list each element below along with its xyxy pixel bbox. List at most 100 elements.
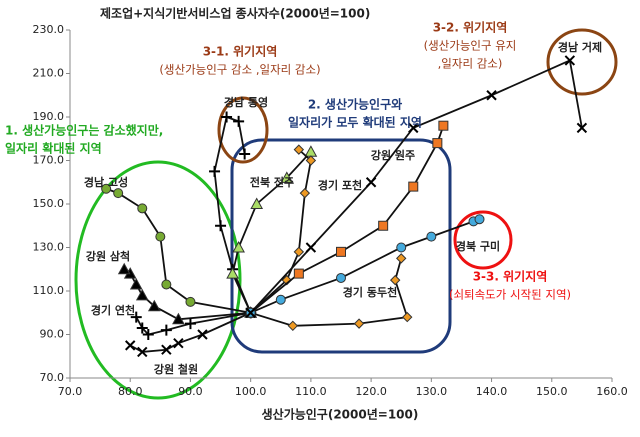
trajectory-line [135, 311, 251, 336]
x-tick-label: 150.0 [536, 385, 568, 398]
marker [408, 181, 419, 192]
x-tick-label: 100.0 [235, 385, 267, 398]
marker [161, 279, 172, 290]
marker [275, 294, 286, 305]
x-tick-label: 140.0 [476, 385, 508, 398]
annotation: 일자리 확대된 지역 [5, 141, 102, 156]
region-label: 경북 구미 [456, 239, 500, 253]
marker [408, 122, 419, 134]
annotation: 일자리가 모두 확대된 지역 [288, 115, 422, 130]
x-axis-label: 생산가능인구(2000년=100) [262, 407, 419, 422]
marker [129, 277, 143, 290]
x-tick-label: 80.0 [118, 385, 143, 398]
marker [305, 242, 317, 253]
marker [232, 240, 245, 253]
y-tick-label: 110.0 [33, 284, 65, 297]
marker [576, 122, 588, 134]
marker [389, 274, 401, 286]
annotation: 3-1. 위기지역 [203, 44, 278, 59]
y-tick-label: 190.0 [33, 110, 65, 123]
marker [136, 322, 148, 334]
annotation: 3-2. 위기지역 [433, 20, 508, 35]
group-box [230, 138, 452, 354]
annotation: 1. 생산가능인구는 감소했지만, [5, 123, 163, 138]
marker [239, 148, 251, 160]
marker [396, 253, 407, 264]
annotation: 3-3. 위기지역 [473, 269, 548, 284]
y-tick-label: 150.0 [33, 197, 65, 210]
marker [293, 144, 305, 155]
marker [184, 318, 196, 330]
marker [293, 246, 305, 258]
marker [161, 344, 172, 355]
annotation: (생산가능인구 유지 [424, 39, 517, 53]
chart-title: 제조업+지식기반서비스업 종사자수(2000년=100) [100, 6, 370, 21]
marker [336, 272, 346, 283]
marker [432, 138, 443, 149]
region-label: 경남 통영 [224, 95, 268, 109]
marker [135, 288, 149, 301]
x-tick-label: 110.0 [295, 385, 327, 398]
marker [221, 111, 233, 123]
marker [299, 187, 311, 199]
region-label: 강원 삼척 [86, 249, 130, 263]
y-tick-label: 230.0 [33, 23, 65, 36]
x-tick-label: 120.0 [355, 385, 387, 398]
marker [137, 346, 148, 358]
x-tick-label: 130.0 [416, 385, 448, 398]
marker [365, 177, 377, 188]
marker [185, 296, 196, 307]
annotation: (생산가능인구 감소 ,일자리 감소) [159, 63, 320, 77]
marker [233, 115, 245, 127]
marker [173, 337, 184, 349]
marker [215, 220, 227, 232]
region-label: 전북 전주 [250, 175, 294, 189]
marker [137, 203, 148, 214]
y-tick-label: 90.0 [40, 328, 65, 341]
annotation: 2. 생산가능인구와 [308, 97, 402, 112]
marker [304, 145, 318, 157]
region-label: 경남 고성 [84, 175, 128, 189]
region-label: 경기 동두천 [343, 285, 397, 299]
marker [142, 329, 154, 340]
y-tick-label: 210.0 [33, 67, 65, 80]
marker [336, 246, 346, 257]
marker [147, 299, 161, 312]
region-label: 경남 거제 [558, 40, 602, 54]
y-tick-label: 130.0 [33, 241, 65, 254]
marker [160, 324, 172, 336]
trajectory-line [231, 151, 312, 314]
x-tick-label: 70.0 [58, 385, 83, 398]
marker [486, 90, 497, 101]
marker [226, 267, 239, 279]
region-label: 경기 포천 [318, 178, 362, 192]
marker [101, 183, 112, 194]
x-tick-label: 90.0 [178, 385, 203, 398]
marker [155, 231, 166, 242]
marker [396, 242, 407, 253]
marker [426, 231, 437, 242]
marker [280, 171, 294, 183]
marker [438, 120, 449, 131]
marker [172, 312, 185, 325]
marker [305, 155, 317, 166]
marker [130, 311, 142, 323]
region-label: 강원 철원 [154, 362, 198, 376]
marker [245, 307, 256, 318]
marker [402, 311, 413, 323]
annotation: ,일자리 감소) [438, 57, 503, 71]
marker [474, 214, 485, 225]
marker [293, 268, 304, 279]
marker [125, 340, 136, 351]
marker [353, 318, 365, 329]
crisis-ellipse [217, 96, 269, 164]
marker [378, 220, 389, 231]
x-tick-label: 160.0 [596, 385, 628, 398]
marker [287, 320, 299, 332]
marker [209, 165, 221, 177]
marker [197, 329, 208, 340]
crisis-circle [453, 210, 513, 270]
annotation: (쇠퇴속도가 시작된 지역) [449, 288, 571, 302]
crisis-ellipse [546, 28, 618, 96]
